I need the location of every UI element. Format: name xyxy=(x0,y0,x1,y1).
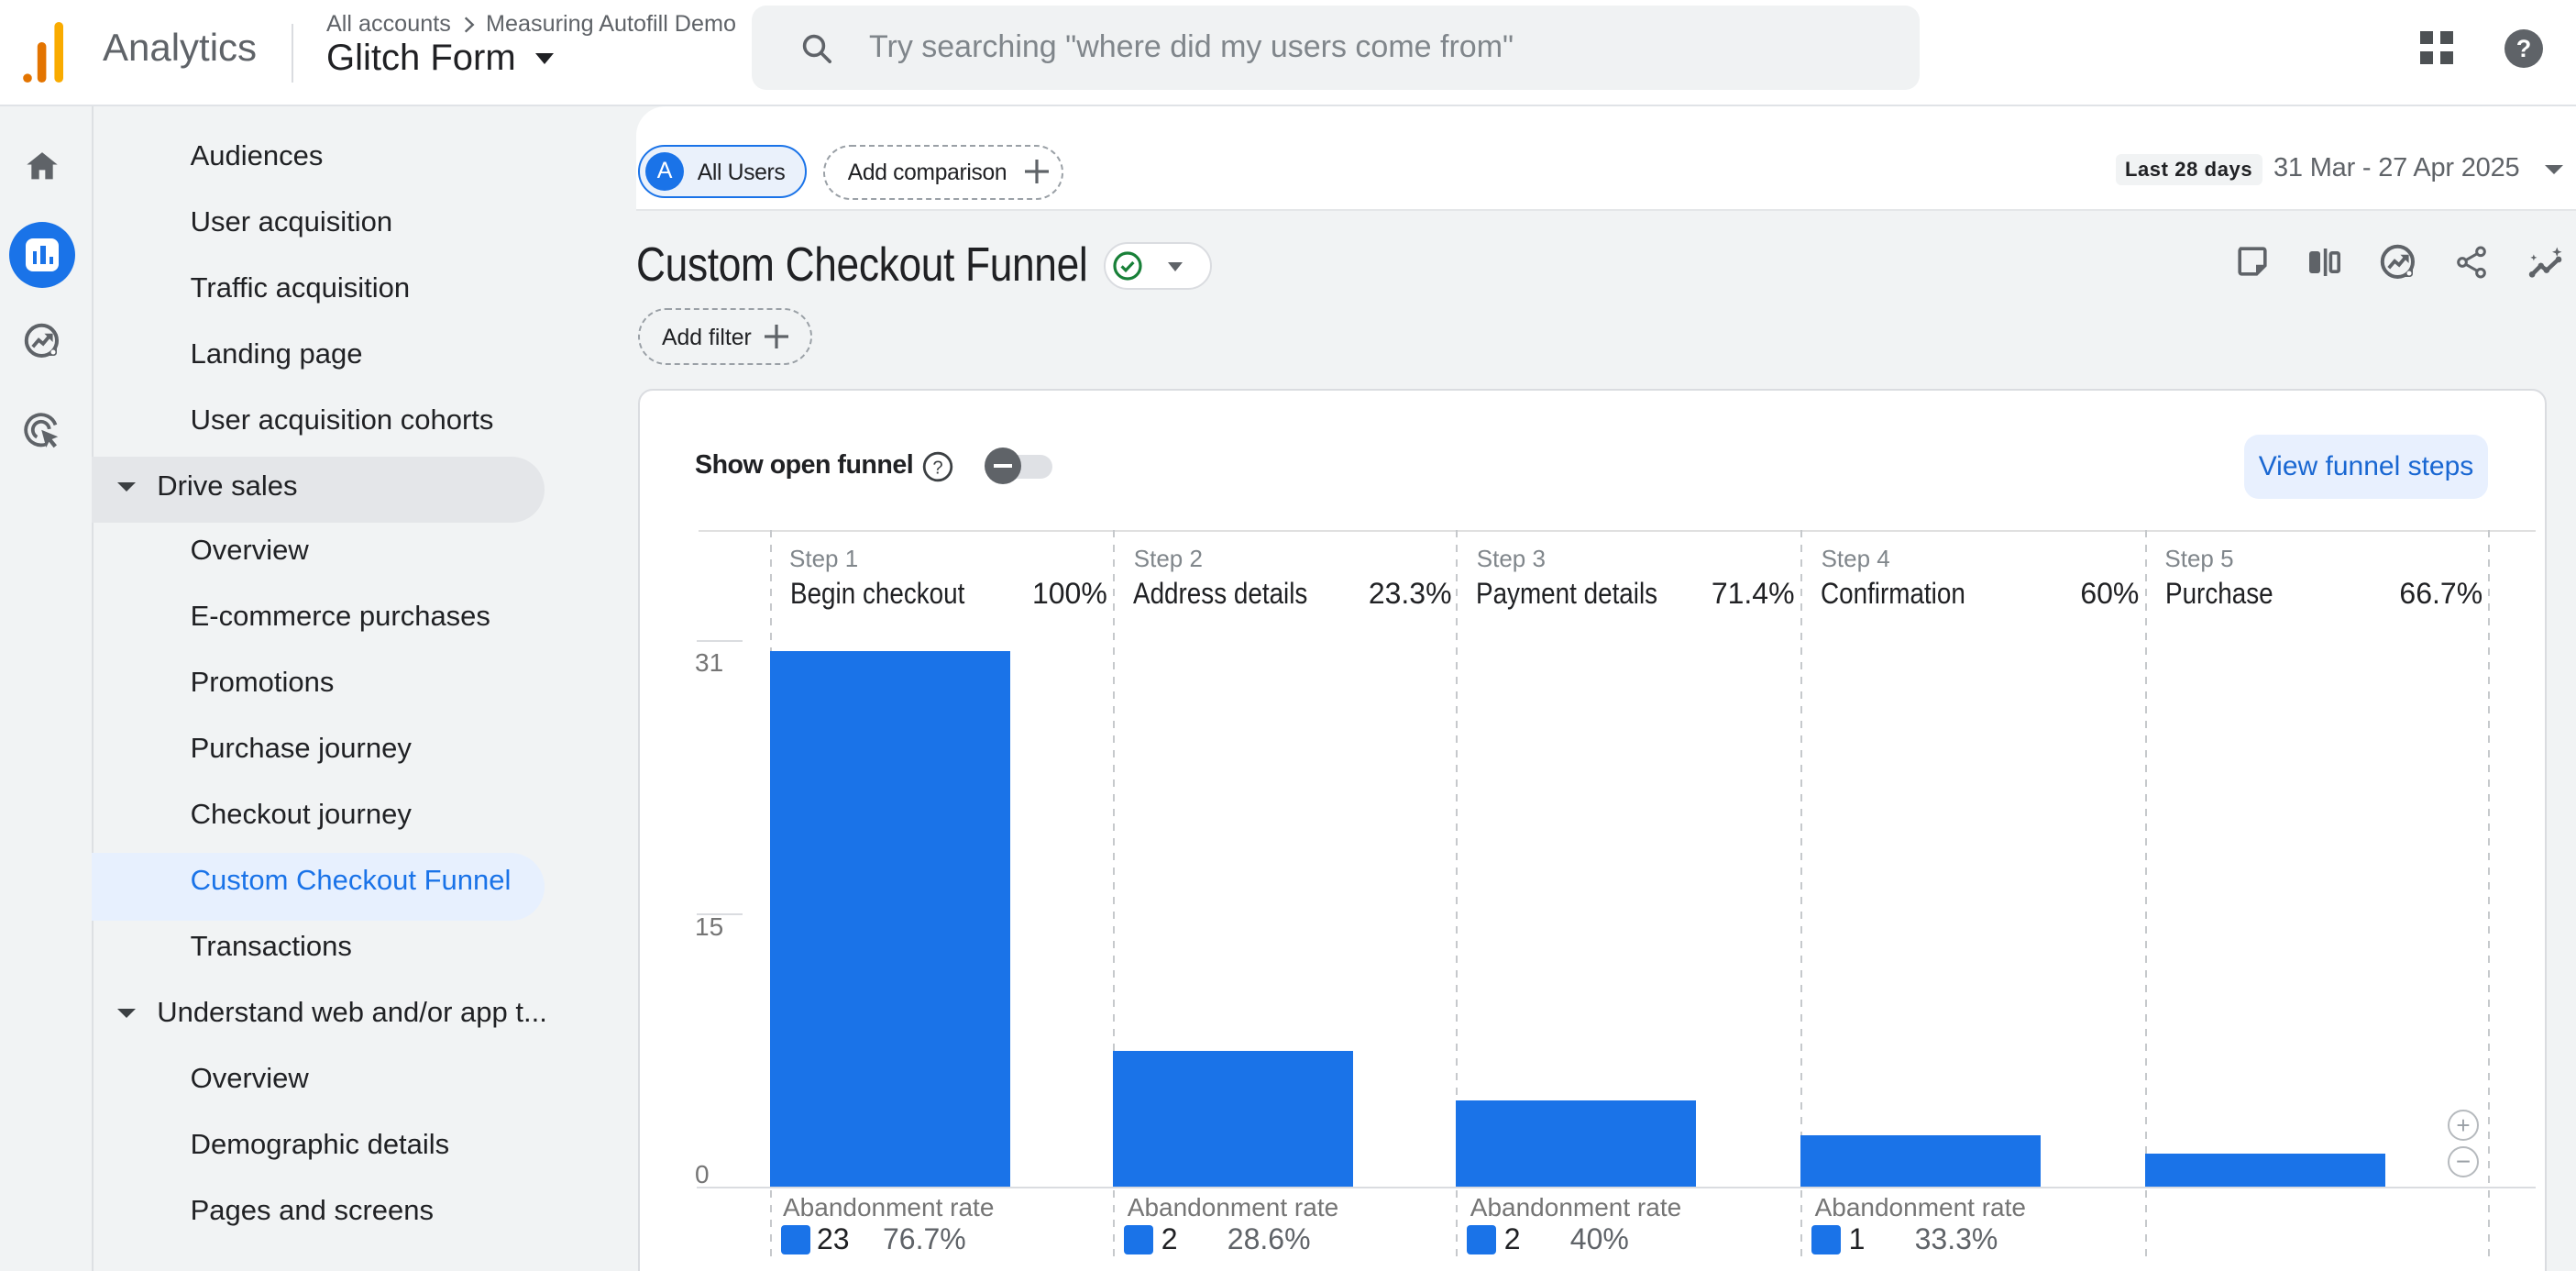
svg-text:?: ? xyxy=(932,457,942,477)
